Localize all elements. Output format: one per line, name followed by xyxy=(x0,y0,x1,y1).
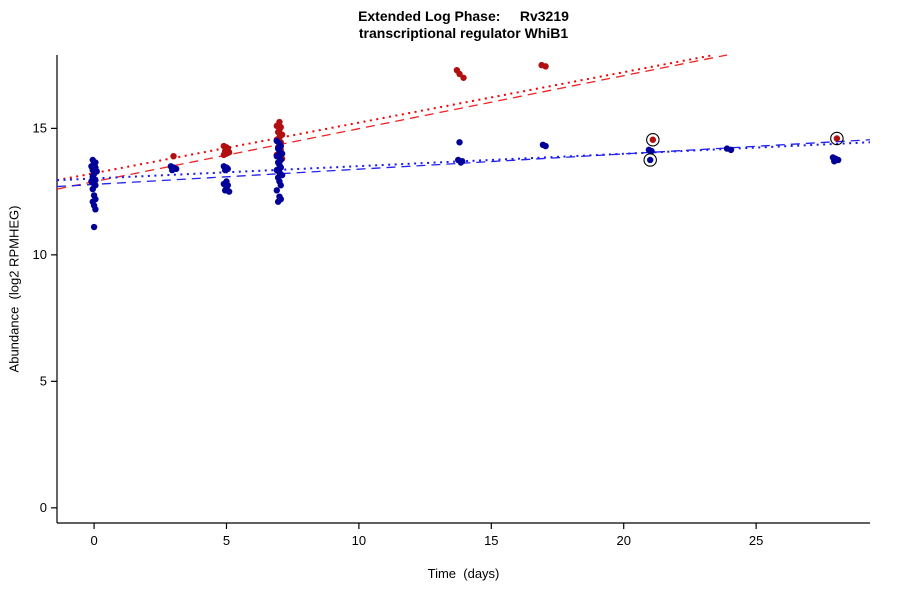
data-point-blue-group xyxy=(646,156,654,164)
trend-line-red-dotted-fit xyxy=(56,54,714,182)
x-tick-label: 5 xyxy=(223,533,230,548)
y-tick-label: 15 xyxy=(33,120,47,135)
data-point-blue-group xyxy=(225,188,233,195)
data-point-blue-group xyxy=(90,223,98,231)
x-tick-label: 15 xyxy=(484,533,498,548)
x-axis-label: Time (days) xyxy=(427,566,500,581)
data-point-blue-group xyxy=(221,166,229,174)
data-point-red-group xyxy=(649,136,657,143)
data-point-blue-group xyxy=(92,206,99,213)
outlier-ring-red-group xyxy=(830,131,844,146)
x-tick-label: 10 xyxy=(352,533,366,548)
data-point-red-group xyxy=(542,63,549,70)
data-point-blue-group xyxy=(277,182,284,189)
x-tick-label: 20 xyxy=(616,533,630,548)
trend-line-red-dashed-fit xyxy=(56,54,728,190)
data-point-blue-group xyxy=(457,159,465,166)
data-point-blue-group xyxy=(168,166,176,174)
data-point-blue-group xyxy=(456,139,463,146)
chart-title-block: Extended Log Phase: Rv3219 transcription… xyxy=(57,8,870,42)
y-tick-label: 0 xyxy=(40,500,47,515)
y-tick-label: 5 xyxy=(40,373,47,388)
data-point-blue-group xyxy=(273,187,281,194)
data-point-red-group xyxy=(456,70,463,78)
chart-subtitle: transcriptional regulator WhiB1 xyxy=(358,25,569,41)
x-tick-label: 0 xyxy=(90,533,97,548)
data-point-blue-group xyxy=(648,147,655,155)
x-tick-label: 25 xyxy=(749,533,763,548)
outlier-ring-red-group xyxy=(646,132,660,147)
data-point-red-group xyxy=(833,135,841,142)
y-axis-label: Abundance (log2 RPMHEG) xyxy=(6,205,22,373)
data-point-blue-group xyxy=(89,185,96,193)
data-point-blue-group xyxy=(274,198,282,205)
data-point-red-group xyxy=(170,152,177,160)
data-point-blue-group xyxy=(727,146,735,154)
data-point-blue-group xyxy=(542,142,549,150)
data-point-blue-group xyxy=(831,158,838,165)
outlier-ring-blue-group xyxy=(643,153,657,167)
data-point-red-group xyxy=(460,74,467,81)
y-tick-label: 10 xyxy=(33,247,47,262)
chart-title: Extended Log Phase: Rv3219 xyxy=(358,8,569,24)
data-point-red-group xyxy=(220,151,228,159)
